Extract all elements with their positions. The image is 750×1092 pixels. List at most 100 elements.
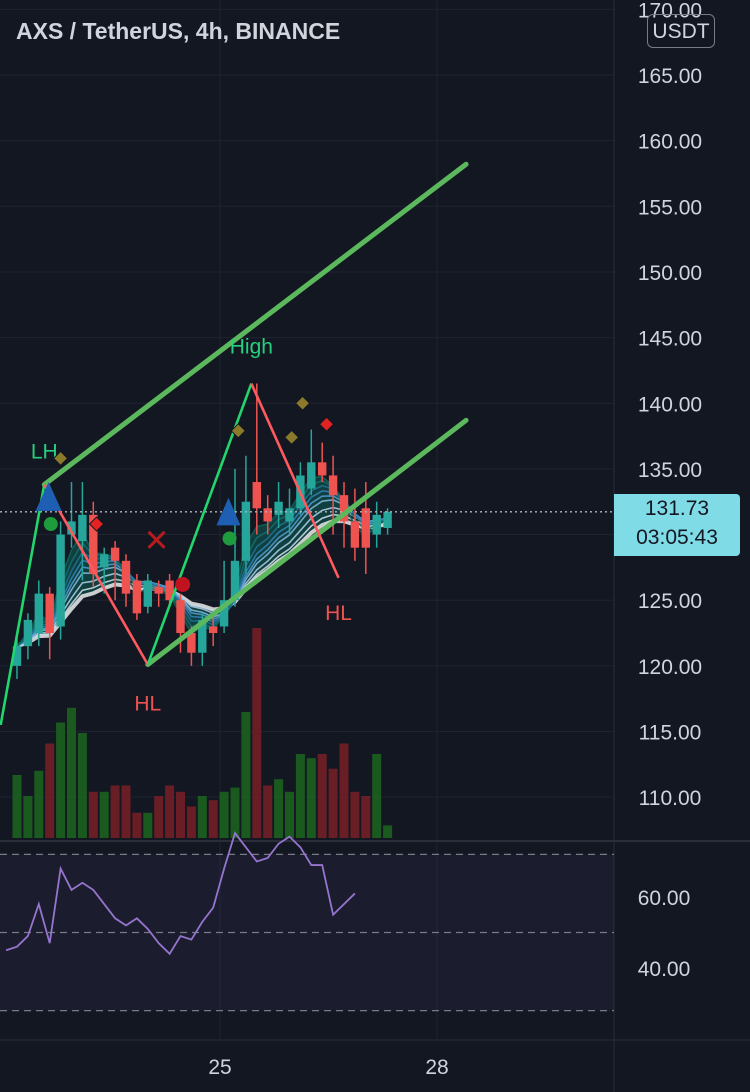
candle-body: [121, 560, 131, 594]
candle-body: [339, 495, 349, 522]
candle-body: [34, 593, 43, 634]
yellow-diamond-marker: [230, 423, 246, 439]
candle-body: [263, 508, 272, 522]
green-circle-marker: [43, 517, 58, 532]
volume-bar: [252, 628, 262, 838]
rsi-tick-label: 60.00: [638, 887, 691, 910]
candle-body: [45, 593, 54, 634]
red-diamond-marker: [88, 516, 105, 532]
volume-bar: [143, 812, 153, 838]
candle: [209, 613, 218, 647]
bar-countdown: 03:05:43: [636, 526, 718, 549]
candle: [252, 383, 261, 535]
volume-bar: [306, 758, 316, 838]
pivot-label: HL: [325, 602, 352, 625]
price-tick-label: 170.00: [638, 0, 702, 22]
cross-marker: [147, 530, 166, 549]
last-price-tag: 131.73 03:05:43: [614, 494, 740, 556]
candle-body: [383, 511, 392, 528]
volume-bar: [67, 707, 76, 838]
candle-body: [252, 482, 261, 509]
channel-line: [41, 161, 469, 488]
volume-bar: [88, 791, 98, 838]
volume-bar: [285, 791, 294, 838]
price-tick-label: 150.00: [638, 262, 702, 285]
ma-line: [16, 499, 388, 647]
volume-bar: [328, 768, 338, 838]
candle-body: [110, 547, 120, 561]
price-tick-label: 115.00: [639, 722, 702, 745]
candle-body: [318, 462, 327, 476]
candle: [89, 501, 98, 588]
candle: [78, 482, 87, 581]
volume-bar: [219, 791, 229, 838]
candle-body: [154, 587, 163, 594]
price-tick-label: 160.00: [638, 131, 702, 154]
currency-badge[interactable]: USDT: [647, 14, 715, 48]
candle-body: [361, 508, 370, 548]
candle: [372, 501, 381, 548]
blue-triangle-marker: [216, 497, 241, 526]
ma-line: [16, 519, 388, 649]
candle: [285, 488, 294, 535]
candle: [110, 541, 120, 601]
candle-body: [187, 633, 196, 653]
candle-body: [198, 619, 207, 653]
candle: [132, 573, 142, 620]
volume-bar: [274, 779, 284, 838]
time-tick-label: 25: [208, 1056, 231, 1079]
candle-body: [209, 626, 218, 634]
candle-body: [143, 580, 152, 607]
last-price-value: 131.73: [644, 497, 710, 520]
pivot-label: LH: [31, 440, 58, 463]
candle-body: [350, 521, 360, 548]
candle: [45, 587, 54, 660]
yellow-diamond-marker: [294, 395, 311, 411]
candle-body: [78, 514, 87, 542]
price-tick-label: 155.00: [638, 196, 702, 219]
ma-line: [16, 513, 388, 647]
candle-body: [132, 580, 142, 614]
volume-bar: [186, 806, 196, 838]
price-tick-label: 120.00: [638, 656, 702, 679]
volume-bar: [23, 796, 33, 838]
rsi-line: [5, 831, 356, 956]
volume-bar: [339, 743, 349, 838]
price-tick-label: 165.00: [638, 65, 702, 88]
volume-bar: [45, 743, 55, 838]
time-tick-label: 28: [425, 1056, 448, 1079]
candle: [176, 593, 185, 653]
yellow-diamond-marker: [283, 429, 300, 446]
volume-bar: [154, 796, 164, 838]
price-tick-label: 135.00: [638, 459, 702, 482]
candle: [383, 508, 392, 535]
candle: [318, 442, 327, 483]
candle-body: [23, 619, 33, 647]
rsi-tick-label: 40.00: [638, 958, 691, 981]
blue-triangle-marker: [35, 482, 62, 511]
signal-markers: [35, 395, 335, 592]
candle: [219, 560, 229, 634]
candle-body: [241, 501, 251, 561]
red-circle-marker: [175, 576, 191, 592]
candle: [241, 455, 251, 574]
candle-body: [176, 600, 185, 634]
candle: [121, 554, 131, 607]
volume-bar: [110, 785, 120, 838]
channel-line: [145, 417, 469, 668]
price-tick-label: 125.00: [638, 590, 702, 613]
candle-body: [230, 560, 240, 601]
volume-bar: [372, 754, 382, 838]
volume-bar: [317, 754, 327, 838]
volume-bar: [132, 812, 142, 838]
symbol-title[interactable]: AXS / TetherUS, 4h, BINANCE: [16, 18, 341, 44]
price-tick-label: 140.00: [638, 393, 702, 416]
volume-series: [12, 628, 393, 838]
yellow-diamond-marker: [52, 450, 69, 467]
volume-bar: [230, 787, 240, 838]
red-diamond-marker: [318, 416, 335, 432]
candle-body: [56, 534, 65, 627]
candle: [143, 573, 152, 614]
candle: [263, 495, 272, 535]
volume-bar: [34, 770, 44, 838]
